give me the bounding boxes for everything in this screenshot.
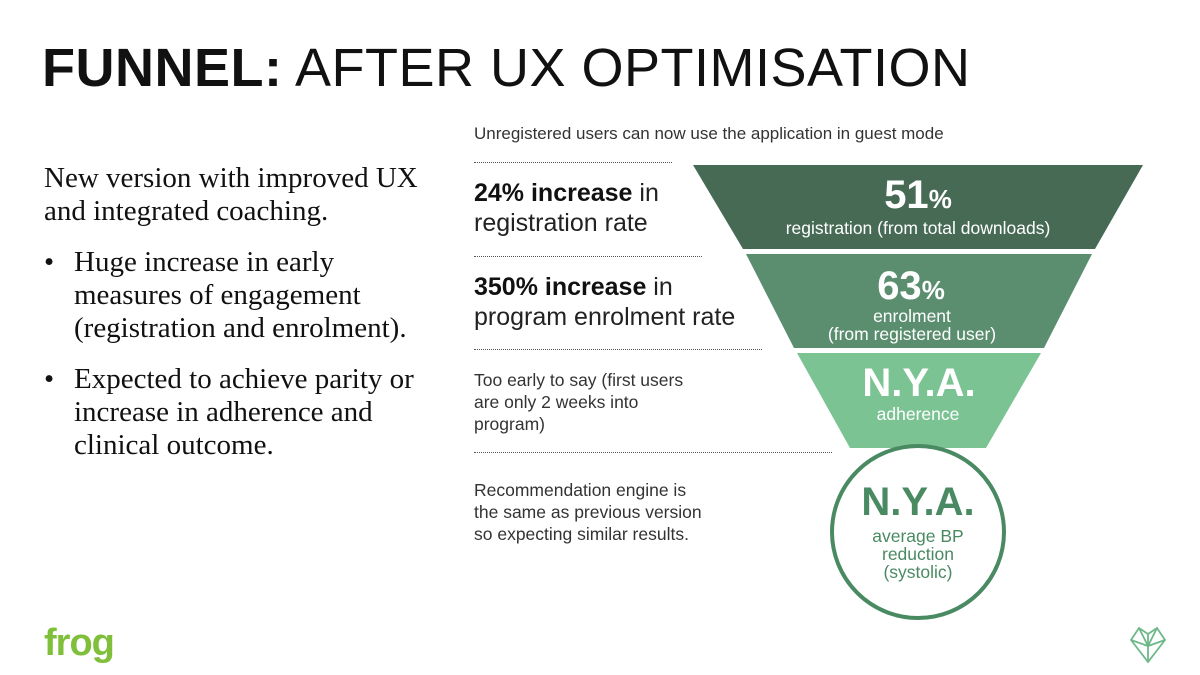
bullet-text: Expected to achieve parity or increase i…: [74, 363, 414, 461]
stat-inline: in: [632, 179, 659, 207]
stat-inline: in: [646, 273, 673, 301]
funnel-stage-adherence: [797, 353, 1041, 448]
circle-label: (systolic): [883, 562, 952, 582]
note-adherence: Too early to say (first users are only 2…: [474, 370, 684, 434]
stat-enrolment: 350% increase in program enrolment rate: [474, 272, 735, 332]
funnel-value: 51%: [884, 173, 952, 217]
note-bp: Recommendation engine is the same as pre…: [474, 480, 702, 544]
divider: [474, 256, 702, 257]
summary-text: New version with improved UX and integra…: [44, 162, 449, 480]
funnel-label: adherence: [877, 404, 960, 424]
outcome-circle: [830, 444, 1006, 620]
bullet-item: • Expected to achieve parity or increase …: [44, 363, 414, 461]
title-bold: FUNNEL:: [42, 38, 283, 98]
divider: [474, 162, 672, 163]
stat-registration: 24% increase in registration rate: [474, 178, 659, 238]
bullet-text: Huge increase in early measures of engag…: [74, 246, 407, 344]
funnel-stage-registration: [693, 165, 1143, 249]
funnel-label: enrolment: [873, 306, 951, 326]
bullet-item: • Huge increase in early measures of enga…: [44, 246, 407, 344]
circle-label: average BP: [872, 526, 963, 546]
funnel-value: N.Y.A.: [862, 361, 975, 405]
page-title: FUNNEL: AFTER UX OPTIMISATION: [42, 36, 971, 100]
title-light: AFTER UX OPTIMISATION: [295, 38, 971, 98]
frog-logo: frog: [44, 622, 115, 664]
divider: [474, 349, 762, 350]
intro-text: New version with improved UX and integra…: [44, 162, 418, 227]
guest-mode-note: Unregistered users can now use the appli…: [474, 124, 944, 143]
stat-line2: program enrolment rate: [474, 303, 736, 331]
stat-line2: registration rate: [474, 209, 648, 237]
divider: [474, 452, 832, 453]
funnel-label: registration (from total downloads): [786, 218, 1051, 238]
stat-bold: 24% increase: [474, 179, 633, 207]
circle-value: N.Y.A.: [861, 480, 974, 524]
bullet-list: • Huge increase in early measures of enga…: [44, 246, 449, 462]
funnel-value: 63%: [877, 264, 945, 308]
funnel-label: (from registered user): [828, 324, 996, 344]
funnel-stage-enrolment: [746, 254, 1092, 348]
heart-logo-icon: [1129, 626, 1167, 664]
stat-bold: 350% increase: [474, 273, 647, 301]
circle-label: reduction: [882, 544, 954, 564]
